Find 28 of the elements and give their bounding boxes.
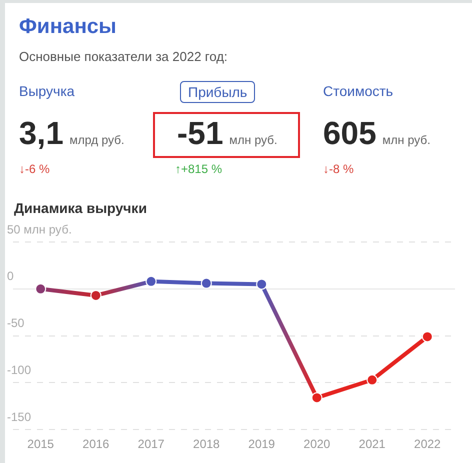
y-tick-label: -50 xyxy=(7,316,25,330)
x-tick-label: 2017 xyxy=(138,437,165,452)
text: ↓-8 % xyxy=(323,162,354,176)
text: ↑+815 % xyxy=(175,162,222,176)
text: Стоимость xyxy=(323,83,394,99)
x-tick-label: 2015 xyxy=(27,437,54,452)
text: млрд руб. xyxy=(69,133,124,147)
x-tick-label: 2020 xyxy=(304,437,331,452)
y-tick-label: -150 xyxy=(7,410,32,424)
x-tick-label: 2022 xyxy=(414,437,442,452)
text: -51 xyxy=(177,115,224,151)
y-tick-label: 0 xyxy=(7,269,14,284)
text: Финансы xyxy=(19,15,116,39)
text: 605 xyxy=(323,115,376,151)
text: Основные показатели за 2022 год: xyxy=(19,49,228,64)
x-tick-label: 2018 xyxy=(193,437,220,452)
text: Прибыль xyxy=(180,81,256,103)
text: ↓-6 % xyxy=(19,162,50,176)
x-tick-label: 2019 xyxy=(248,437,276,452)
y-tick-label: 50 млн руб. xyxy=(7,222,72,236)
x-tick-label: 2021 xyxy=(358,437,386,452)
text: 3,1 xyxy=(19,115,64,151)
chart-title: Динамика выручки xyxy=(14,200,147,216)
x-tick-label: 2016 xyxy=(82,437,110,452)
text: млн руб. xyxy=(382,133,430,147)
y-tick-label: -100 xyxy=(7,363,32,378)
text: млн руб. xyxy=(229,133,278,147)
text: Выручка xyxy=(19,83,75,99)
